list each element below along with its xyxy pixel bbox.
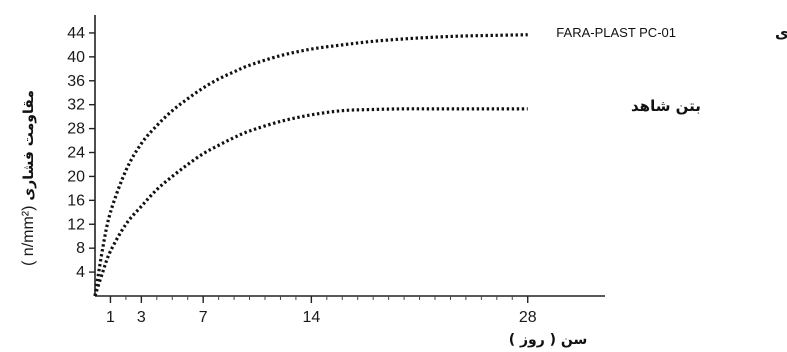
- y-tick-label: 24: [67, 145, 85, 162]
- product-label: FARA-PLAST PC-01: [556, 25, 676, 40]
- x-tick-label: 3: [137, 309, 146, 326]
- y-axis-unit: ( n/mm²): [20, 206, 37, 266]
- y-tick-label: 4: [76, 264, 85, 281]
- x-ticks: 1 3 7 14 28: [106, 296, 537, 326]
- y-tick-label: 16: [67, 192, 85, 209]
- y-axis-label: مقاومت فشاری: [21, 90, 37, 201]
- x-tick-label: 14: [302, 309, 320, 326]
- y-tick-label: 40: [67, 49, 85, 66]
- y-tick-label: 44: [67, 25, 85, 42]
- y-tick-label: 8: [76, 240, 85, 257]
- y-tick-label: 28: [67, 121, 85, 138]
- y-tick-label: 36: [67, 73, 85, 90]
- y-tick-label: 12: [67, 216, 85, 233]
- y-ticks: 4 8 12 16 20 24 28 32 36 40 44: [67, 25, 95, 281]
- series-fara-plast-line: [93, 33, 528, 297]
- series-label-fara-plast: بتن حاوی: [775, 24, 787, 42]
- x-tick-label: 28: [519, 309, 537, 326]
- y-axis-title: ( n/mm²) مقاومت فشاری: [20, 90, 37, 266]
- x-tick-label: 7: [199, 309, 208, 326]
- y-tick-label: 32: [67, 97, 85, 114]
- series-lines: [93, 33, 528, 297]
- x-tick-label: 1: [106, 309, 115, 326]
- series-label-control: بتن شاهد: [631, 97, 701, 115]
- axes: [94, 15, 605, 297]
- series-control-line: [93, 107, 528, 297]
- x-axis-title: سن ( روز ): [509, 332, 588, 348]
- y-tick-label: 20: [67, 168, 85, 185]
